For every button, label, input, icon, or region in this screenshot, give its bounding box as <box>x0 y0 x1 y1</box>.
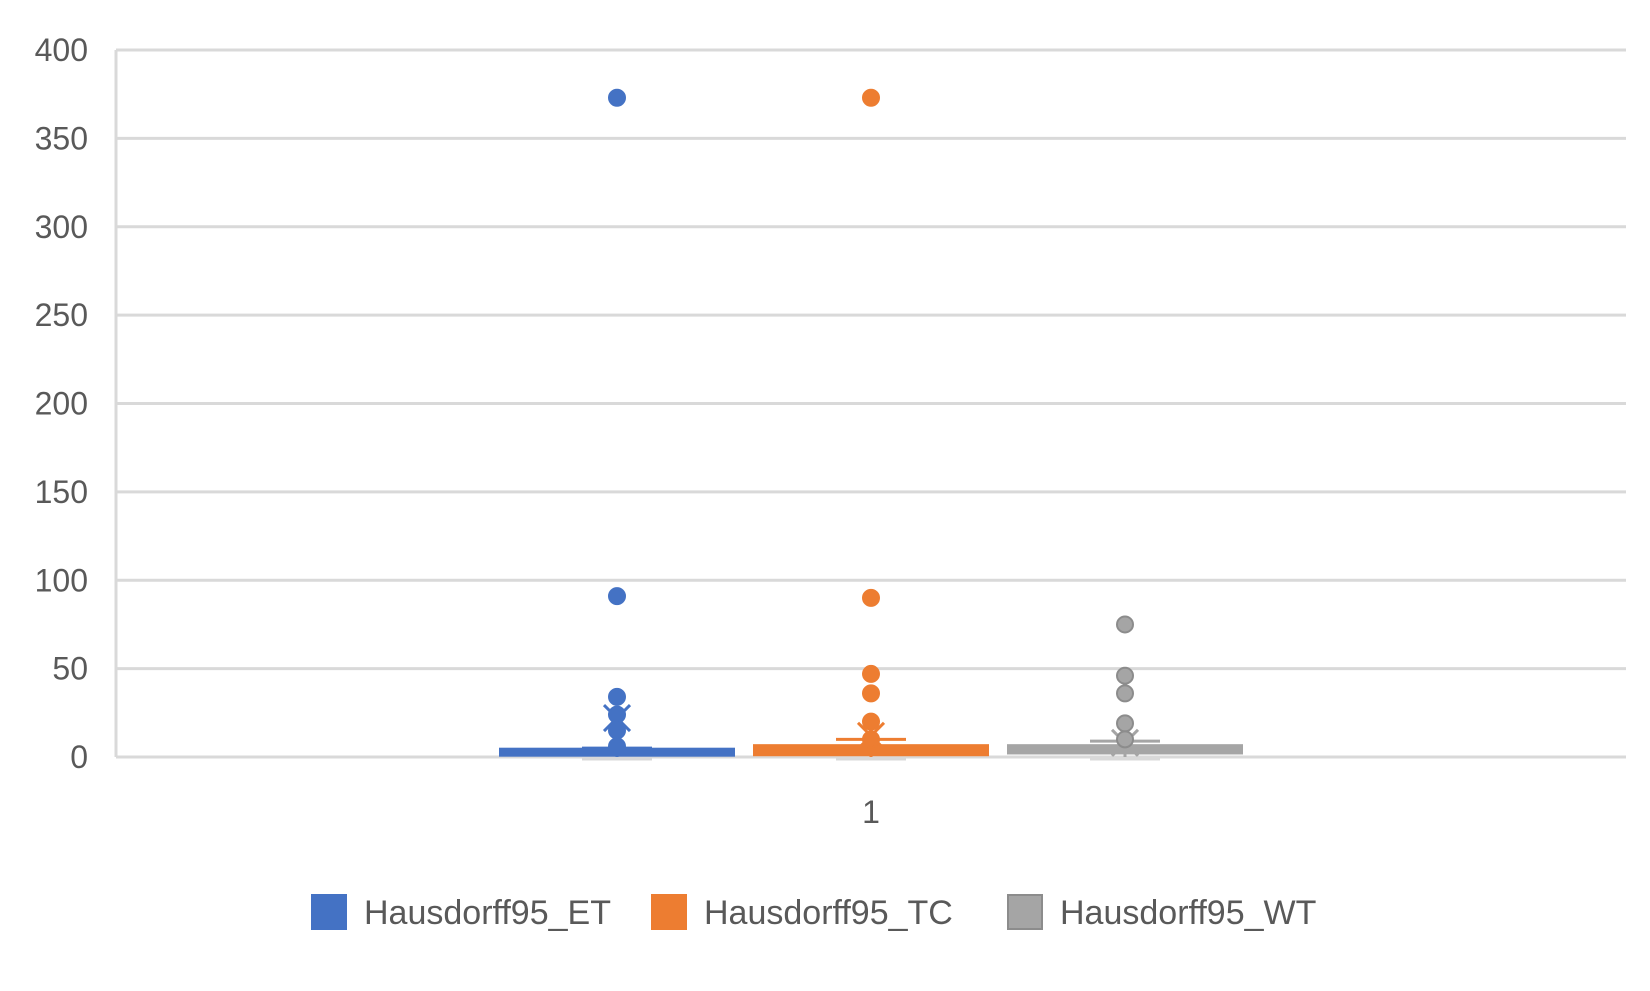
legend-item: Hausdorff95_ET <box>311 894 611 932</box>
legend-swatch <box>651 894 687 930</box>
outlier-point <box>608 88 626 107</box>
y-tick-label: 100 <box>35 562 88 598</box>
outlier-point <box>608 587 626 606</box>
outlier-point <box>862 664 880 683</box>
x-axis: 1 <box>862 794 880 830</box>
outlier-point <box>862 588 880 607</box>
legend-item: Hausdorff95_WT <box>1007 894 1316 932</box>
y-tick-label: 300 <box>35 209 88 245</box>
outlier-point <box>1116 666 1134 685</box>
legend: Hausdorff95_ET Hausdorff95_TC Hausdorff95_… <box>311 894 1316 932</box>
y-tick-label: 50 <box>52 651 88 687</box>
outlier-point <box>608 705 626 724</box>
y-tick-label: 150 <box>35 474 88 510</box>
legend-swatch <box>311 894 347 930</box>
y-tick-label: 200 <box>35 386 88 422</box>
plot-area <box>499 88 1243 761</box>
outlier-point <box>608 721 626 740</box>
outlier-point <box>862 88 880 107</box>
y-axis: 0 50 100 150 200 250 300 350 400 <box>35 32 88 775</box>
outlier-point <box>862 684 880 703</box>
legend-label: Hausdorff95_WT <box>1060 894 1316 932</box>
outlier-point <box>1116 684 1134 703</box>
outlier-point <box>862 730 880 749</box>
outlier-point <box>1116 615 1134 634</box>
series-Hausdorff95_WT <box>1007 615 1243 761</box>
y-tick-label: 400 <box>35 32 88 68</box>
series-Hausdorff95_ET <box>499 88 735 761</box>
legend-label: Hausdorff95_ET <box>364 894 611 932</box>
series-Hausdorff95_TC <box>753 88 989 761</box>
y-tick-label: 0 <box>70 739 88 775</box>
outlier-point <box>1116 730 1134 749</box>
outlier-point <box>1116 714 1134 733</box>
y-tick-label: 350 <box>35 120 88 156</box>
y-tick-label: 250 <box>35 297 88 333</box>
gridlines <box>114 48 1626 759</box>
outlier-point <box>608 737 626 756</box>
x-category-label: 1 <box>862 794 880 830</box>
outlier-point <box>862 712 880 731</box>
legend-label: Hausdorff95_TC <box>704 894 953 932</box>
legend-item: Hausdorff95_TC <box>651 894 953 932</box>
outlier-point <box>608 687 626 706</box>
legend-swatch <box>1007 894 1043 930</box>
